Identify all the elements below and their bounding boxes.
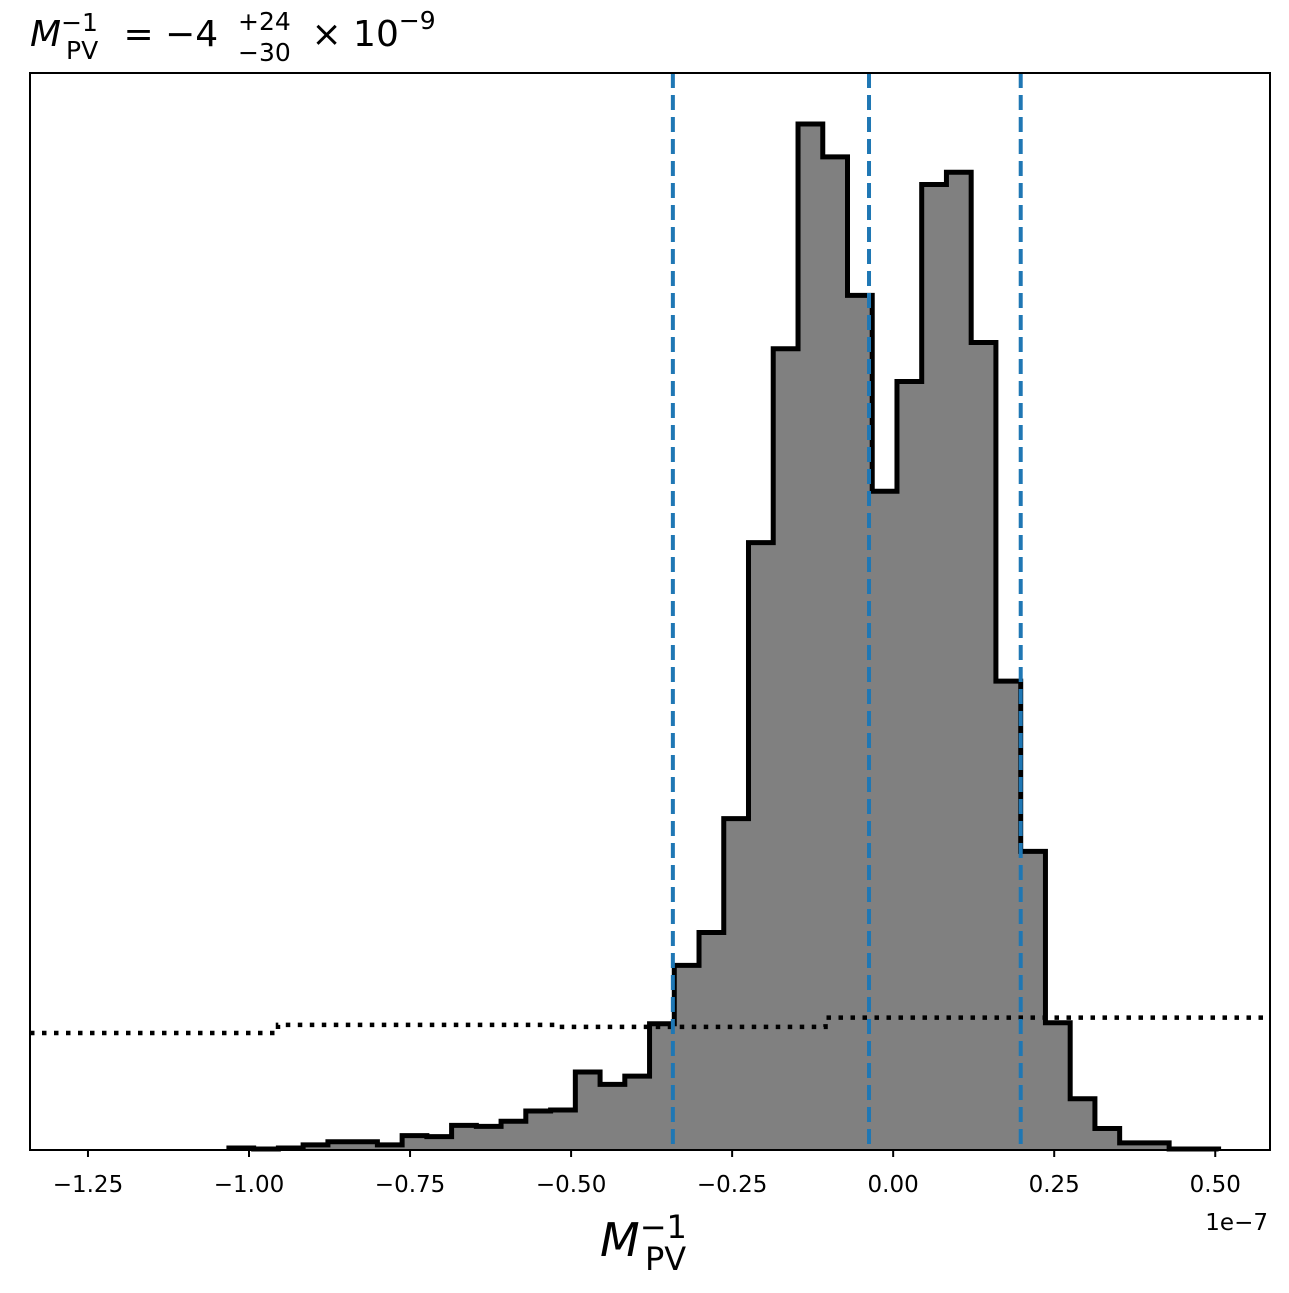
histogram-bar	[748, 542, 774, 1150]
x-tick-label: 0.00	[868, 1172, 919, 1198]
xlabel-sub: PV	[645, 1240, 686, 1278]
title-err-minus: −30	[238, 38, 291, 67]
histogram-bar	[624, 1076, 651, 1150]
histogram-bar	[798, 124, 824, 1150]
histogram-bar	[352, 1141, 378, 1150]
histogram-bar	[426, 1136, 453, 1150]
title-equals: = −4	[112, 14, 218, 55]
histogram-layer	[226, 121, 1222, 1152]
xlabel-sup: −1	[640, 1208, 687, 1246]
histogram-bar	[649, 1023, 675, 1150]
histogram-outline	[226, 121, 1222, 1152]
plot-area: −1.25 −1.00 −0.75 −0.50 −0.25 0.00 0.25 0.50	[29, 72, 1271, 1198]
histogram-bar	[1119, 1142, 1145, 1150]
histogram-bar	[773, 348, 799, 1151]
title-sub: PV	[66, 36, 98, 65]
x-tick-label: −1.00	[214, 1172, 284, 1198]
histogram-bar	[822, 156, 848, 1150]
histogram-bar	[723, 818, 749, 1150]
title-symbol: M	[30, 14, 61, 55]
x-offset-label: 1e−7	[1205, 1210, 1268, 1236]
histogram-bar	[1070, 1098, 1096, 1150]
histogram-bar	[872, 491, 898, 1151]
title-sup: −1	[61, 8, 98, 37]
xlabel-symbol: M	[600, 1213, 640, 1267]
plot-frame	[29, 72, 1271, 1151]
x-tick-label: −0.50	[536, 1172, 606, 1198]
histogram-bar	[921, 184, 947, 1150]
histogram-bar	[451, 1125, 477, 1150]
histogram-bar	[600, 1084, 626, 1150]
histogram-bar	[377, 1144, 403, 1150]
x-axis-label: M−1 PV	[600, 1208, 687, 1278]
plot-background	[30, 73, 1270, 1150]
histogram-bar	[550, 1109, 576, 1150]
x-tick-label: −1.25	[53, 1172, 123, 1198]
chart-title: M−1 PV = −4 +24 −30 × 10−9	[30, 6, 436, 67]
x-tick-label: 0.50	[1190, 1172, 1241, 1198]
histogram-bar	[303, 1144, 329, 1150]
histogram-bar	[896, 381, 923, 1150]
histogram-bar	[1045, 1022, 1071, 1150]
histogram-bar	[402, 1135, 428, 1150]
title-times: × 10	[300, 14, 399, 55]
histogram-bar	[674, 965, 700, 1150]
quantile-lines-layer	[670, 73, 1023, 1150]
histogram-bar	[946, 172, 972, 1151]
histogram-bar	[501, 1121, 527, 1150]
title-exp: −9	[399, 6, 436, 35]
histogram-bar	[995, 681, 1022, 1150]
x-axis: −1.25 −1.00 −0.75 −0.50 −0.25 0.00 0.25 0.50	[53, 1150, 1241, 1198]
histogram-bar	[1144, 1142, 1170, 1150]
histogram-bar	[699, 932, 725, 1150]
histogram-bar	[971, 342, 997, 1151]
title-err-plus: +24	[238, 7, 291, 36]
histogram-bar	[327, 1141, 354, 1150]
histogram-bar	[575, 1072, 601, 1150]
x-tick-label: −0.75	[375, 1172, 445, 1198]
x-tick-label: −0.25	[697, 1172, 767, 1198]
x-tick-label: 0.25	[1029, 1172, 1080, 1198]
histogram-bar	[525, 1111, 552, 1150]
histogram-bar	[476, 1126, 502, 1150]
histogram-bar	[1094, 1128, 1121, 1150]
histogram-bar	[1020, 851, 1046, 1150]
